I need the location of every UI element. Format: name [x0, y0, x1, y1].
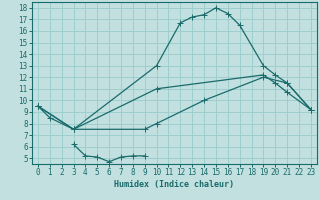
X-axis label: Humidex (Indice chaleur): Humidex (Indice chaleur): [115, 180, 234, 189]
